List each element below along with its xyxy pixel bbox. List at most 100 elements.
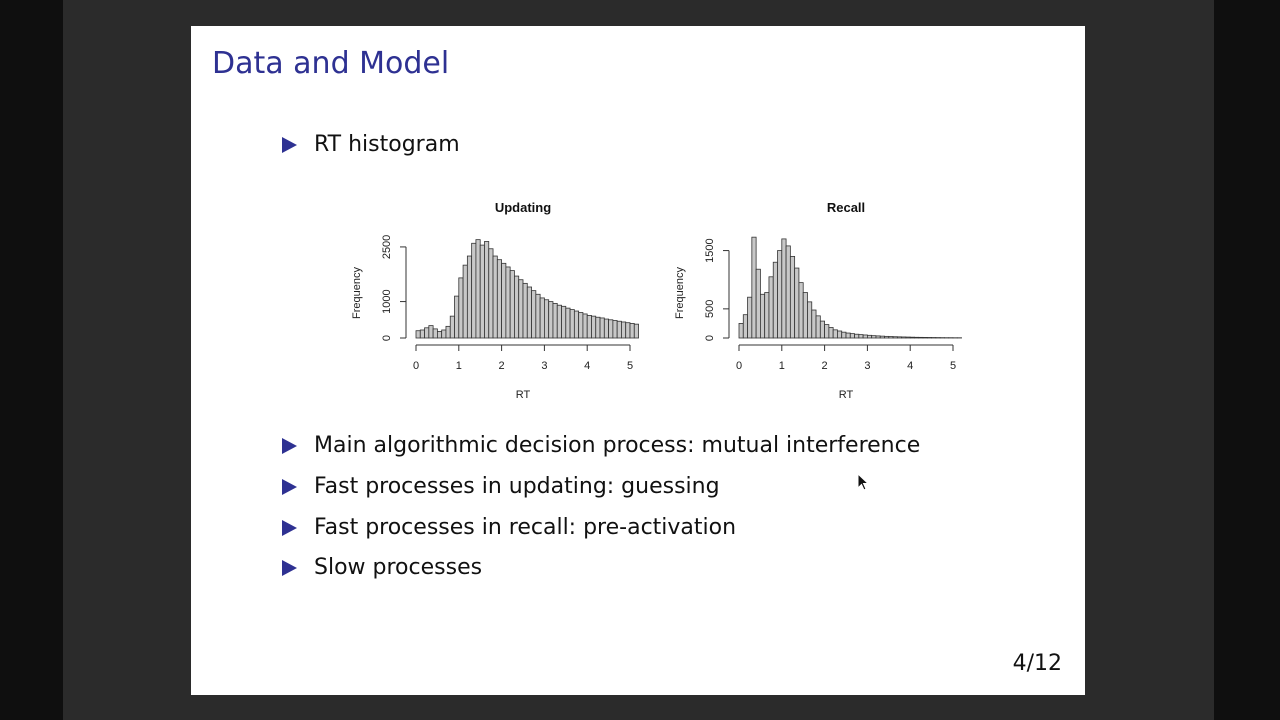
bullet-triangle-icon bbox=[282, 519, 297, 536]
histogram-bar bbox=[914, 336, 920, 339]
y-tick-label: 2500 bbox=[381, 235, 393, 259]
slide: Data and Model RT histogram Main algorit… bbox=[191, 26, 1085, 695]
histogram-bar bbox=[621, 321, 627, 339]
histogram-bar bbox=[531, 290, 537, 339]
histogram-bar bbox=[802, 292, 808, 339]
histogram-bar bbox=[625, 322, 631, 339]
histogram-bar bbox=[479, 244, 485, 339]
x-tick-label: 3 bbox=[541, 360, 547, 372]
histogram-bar bbox=[777, 250, 783, 339]
histogram-bar bbox=[428, 325, 434, 339]
bullet-triangle-icon bbox=[282, 478, 297, 495]
histogram-bar bbox=[565, 307, 571, 339]
histogram-bar bbox=[764, 292, 770, 339]
y-tick-label: 1000 bbox=[381, 289, 393, 313]
x-tick-label: 2 bbox=[499, 360, 505, 372]
y-tick-label: 1500 bbox=[704, 238, 716, 262]
histogram-bar bbox=[789, 255, 796, 339]
x-tick-label: 5 bbox=[627, 360, 633, 372]
histogram-bar bbox=[888, 336, 894, 339]
histogram-bar bbox=[492, 255, 498, 339]
histogram-bar bbox=[484, 241, 490, 339]
bullet-triangle-icon bbox=[282, 559, 297, 576]
histogram-bar bbox=[901, 336, 907, 339]
histogram-bar bbox=[755, 268, 761, 339]
histogram-bar bbox=[573, 310, 580, 339]
histogram-bar bbox=[742, 314, 748, 339]
histogram-bar bbox=[424, 327, 430, 339]
histogram-bar bbox=[445, 325, 451, 339]
histogram-bar bbox=[871, 335, 877, 339]
histogram-bar bbox=[841, 331, 847, 339]
histogram-bar bbox=[785, 245, 791, 339]
histogram-bar bbox=[845, 332, 851, 339]
histogram-bar bbox=[544, 299, 550, 339]
histogram-bar bbox=[837, 330, 843, 339]
histogram-bar bbox=[918, 336, 924, 339]
bullet-item: Fast processes in recall: pre-activation bbox=[282, 515, 736, 540]
histogram-bar bbox=[772, 261, 778, 339]
histogram-bar bbox=[466, 255, 473, 339]
histogram-bar bbox=[819, 320, 826, 339]
histogram-bar bbox=[815, 315, 821, 339]
bullet-triangle-icon bbox=[282, 437, 297, 454]
histogram-bar bbox=[471, 242, 477, 339]
histogram-bar bbox=[556, 304, 562, 339]
histogram-bar bbox=[867, 334, 873, 339]
chart-title: Recall bbox=[827, 200, 865, 215]
histogram-bar bbox=[926, 337, 933, 339]
page-number: 4/12 bbox=[1012, 651, 1062, 676]
histogram-bar bbox=[454, 295, 460, 339]
histogram-bar bbox=[751, 236, 757, 339]
histogram-bar bbox=[462, 264, 468, 339]
histogram-bar bbox=[578, 312, 584, 339]
y-axis-label: Frequency bbox=[351, 267, 363, 319]
chart-title: Updating bbox=[495, 200, 551, 215]
x-tick-label: 3 bbox=[864, 360, 870, 372]
histogram-bar bbox=[501, 262, 507, 339]
histogram-bar bbox=[488, 248, 494, 339]
x-tick-label: 5 bbox=[950, 360, 956, 372]
histogram-bar bbox=[909, 336, 915, 339]
histogram-bar bbox=[616, 320, 622, 339]
histogram-bar bbox=[633, 323, 639, 339]
histogram-bar bbox=[896, 336, 903, 339]
histogram-bar bbox=[415, 330, 421, 339]
histogram-bar bbox=[458, 277, 464, 339]
histogram-bar bbox=[828, 327, 834, 339]
histogram-bar bbox=[603, 318, 610, 339]
histogram-bar bbox=[612, 320, 618, 339]
x-tick-label: 2 bbox=[822, 360, 828, 372]
histogram-bar bbox=[824, 324, 830, 339]
histogram-bar bbox=[591, 315, 597, 339]
y-tick-label: 0 bbox=[381, 335, 393, 341]
histogram-bar bbox=[794, 267, 800, 339]
histogram-bar bbox=[798, 282, 804, 339]
histogram-bar bbox=[518, 279, 524, 339]
right-frame bbox=[1214, 0, 1280, 720]
histogram-bar bbox=[436, 331, 443, 339]
histogram-bar bbox=[586, 315, 592, 339]
bullet-item: Main algorithmic decision process: mutua… bbox=[282, 433, 920, 458]
histogram-bar bbox=[832, 329, 838, 339]
histogram-bar bbox=[807, 301, 813, 339]
histogram-bar bbox=[599, 317, 605, 339]
bullet-text: Fast processes in updating: guessing bbox=[314, 474, 720, 499]
histogram-bar bbox=[475, 239, 481, 339]
histogram-bar bbox=[569, 309, 575, 339]
x-axis-label: RT bbox=[839, 389, 854, 401]
histogram-bar bbox=[595, 316, 601, 339]
histogram-bar bbox=[629, 323, 635, 339]
histogram-bar bbox=[862, 334, 868, 339]
left-frame bbox=[0, 0, 63, 720]
histogram-bar bbox=[875, 335, 881, 339]
y-tick-label: 0 bbox=[704, 335, 716, 341]
histogram-bar bbox=[922, 337, 928, 339]
bullet-item: Fast processes in updating: guessing bbox=[282, 474, 720, 499]
y-tick-label: 500 bbox=[704, 300, 716, 318]
histogram-bar bbox=[419, 329, 425, 339]
histogram-bar bbox=[858, 334, 864, 339]
histogram-bar bbox=[768, 276, 774, 339]
histogram-bar bbox=[849, 333, 855, 339]
x-tick-label: 1 bbox=[456, 360, 462, 372]
